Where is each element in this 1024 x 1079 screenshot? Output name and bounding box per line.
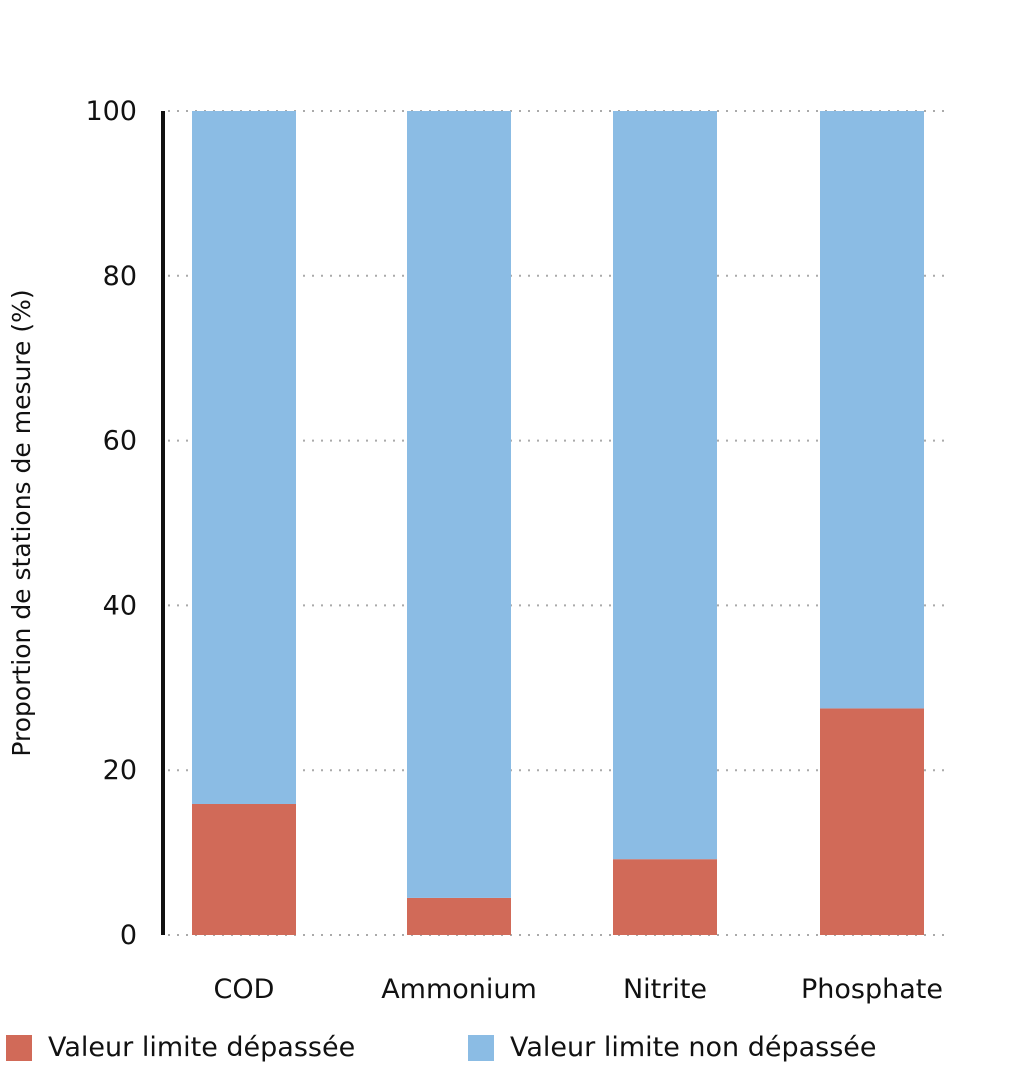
x-category-label: Nitrite (623, 974, 707, 1005)
y-axis-label: Proportion de stations de mesure (%) (7, 289, 36, 756)
bar-ammonium-not-exceeded (407, 111, 511, 898)
bar-cod-exceeded (192, 803, 296, 935)
bar-phosphate-not-exceeded (820, 111, 924, 709)
x-category-label: Phosphate (801, 974, 943, 1005)
y-tick-label: 80 (103, 261, 137, 292)
y-tick-label: 0 (120, 920, 137, 951)
x-category-label: COD (214, 974, 275, 1005)
y-tick-label: 40 (103, 590, 137, 621)
legend-swatch-not-exceeded (468, 1034, 494, 1061)
bar-cod-not-exceeded (192, 111, 296, 804)
bar-phosphate-exceeded (820, 708, 924, 935)
legend-item-exceeded: Valeur limite dépassée (6, 1032, 355, 1063)
y-tick-label: 20 (103, 755, 137, 786)
bar-nitrite-exceeded (613, 859, 717, 935)
x-category-label: Ammonium (381, 974, 537, 1005)
legend-label-exceeded: Valeur limite dépassée (48, 1032, 356, 1063)
bar-ammonium-exceeded (407, 897, 511, 935)
bar-nitrite-not-exceeded (613, 111, 717, 860)
legend-item-not-exceeded: Valeur limite non dépassée (468, 1032, 877, 1063)
legend-swatch-exceeded (6, 1034, 32, 1061)
legend-label-not-exceeded: Valeur limite non dépassée (510, 1032, 877, 1063)
y-tick-label: 100 (85, 96, 137, 127)
y-tick-label: 60 (103, 426, 137, 457)
